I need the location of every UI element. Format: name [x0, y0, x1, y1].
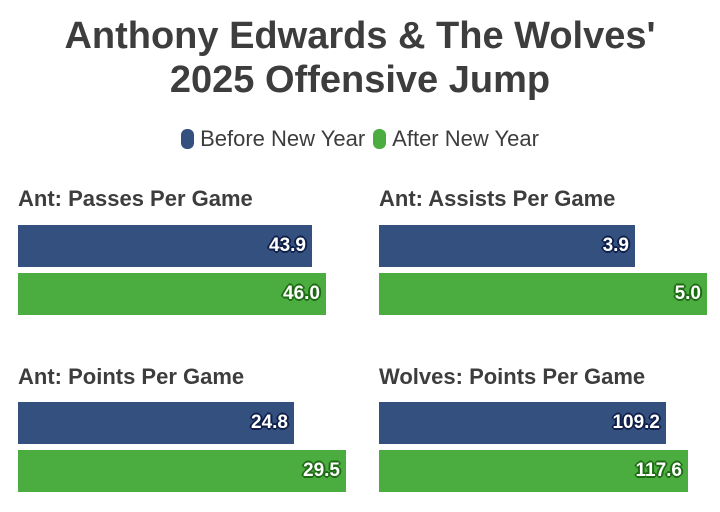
bar-label-assists-after: 5.0	[674, 283, 701, 304]
legend-item-before: Before New Year	[181, 126, 365, 152]
bar-label-points-after: 29.5	[303, 460, 340, 481]
legend: Before New Year After New Year	[0, 126, 720, 152]
bar-assists-after: 5.0	[379, 273, 707, 315]
panel-title-wolves-points: Wolves: Points Per Game	[379, 364, 646, 389]
bar-assists-before: 3.9	[379, 225, 635, 267]
panel-title-passes: Ant: Passes Per Game	[18, 186, 253, 211]
chart-title: Anthony Edwards & The Wolves' 2025 Offen…	[0, 14, 720, 102]
bar-passes-before: 43.9	[18, 225, 312, 267]
legend-label-after: After New Year	[392, 126, 539, 151]
bar-points-after: 29.5	[18, 450, 346, 492]
panel-title-points: Ant: Points Per Game	[18, 364, 245, 389]
bar-label-passes-before: 43.9	[269, 235, 306, 256]
chart-title-line-1: Anthony Edwards & The Wolves'	[64, 15, 656, 57]
bar-label-wolves-points-after: 117.6	[635, 460, 683, 481]
bar-passes-after: 46.0	[18, 273, 326, 315]
panel-title-assists: Ant: Assists Per Game	[379, 186, 616, 211]
bar-points-before: 24.8	[18, 402, 294, 444]
bar-wolves-points-after: 117.6	[379, 450, 688, 492]
legend-label-before: Before New Year	[200, 126, 366, 151]
chart-title-line-2: 2025 Offensive Jump	[169, 59, 551, 101]
bar-label-wolves-points-before: 109.2	[612, 412, 660, 433]
legend-swatch-after	[373, 129, 387, 149]
legend-item-after: After New Year	[373, 126, 539, 152]
bar-label-assists-before: 3.9	[602, 235, 629, 256]
bar-label-passes-after: 46.0	[283, 283, 320, 304]
bar-wolves-points-before: 109.2	[379, 402, 666, 444]
bar-label-points-before: 24.8	[251, 412, 288, 433]
legend-swatch-before	[181, 129, 195, 149]
